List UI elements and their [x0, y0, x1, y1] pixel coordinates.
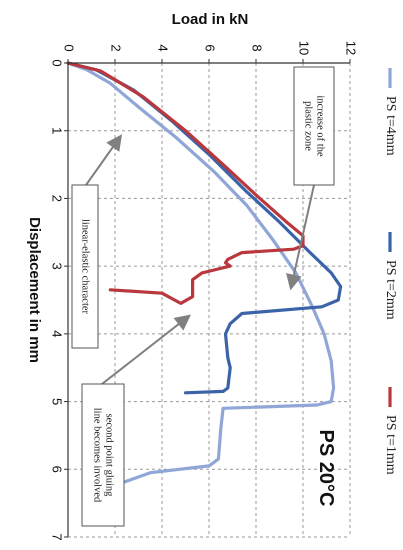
chart-title: PS 20°C: [315, 430, 337, 507]
y-tick-label: 0: [50, 59, 65, 66]
annotation-text-1: increase of the: [315, 95, 326, 157]
y-tick-label: 3: [50, 263, 65, 270]
annotation-text-3: second point gluing: [104, 414, 115, 498]
series-line-3: [66, 61, 305, 305]
annotation-arrow-2: [85, 134, 123, 186]
annotation-text-2: linear-elastic character: [80, 219, 91, 315]
y-tick-label: 7: [50, 533, 65, 540]
y-tick-label: 4: [50, 330, 65, 337]
annotation-text-1: plastic zone: [303, 101, 314, 151]
x-tick-label: 8: [250, 44, 265, 51]
x-tick-label: 6: [203, 44, 218, 51]
legend-label-2: PS t=2mm: [383, 260, 398, 320]
annotation-arrow-3: [101, 314, 192, 385]
y-axis-title: Displacement in mm: [26, 217, 43, 363]
annotation-text-3: line becomes involved: [92, 408, 103, 503]
series-layer: [66, 61, 343, 485]
x-tick-label: 4: [156, 44, 171, 51]
annotation-box-2: [71, 184, 99, 349]
x-tick-label: 0: [62, 44, 77, 51]
legend: PS t=4mm PS t=2mm PS t=1mm: [383, 68, 398, 475]
x-axis-title: Load in kN: [172, 11, 249, 28]
series-line-1: [66, 61, 336, 485]
x-tick-label: 2: [109, 44, 124, 51]
x-tick-label: 12: [344, 41, 359, 55]
y-tick-label: 6: [50, 466, 65, 473]
legend-label-3: PS t=1mm: [383, 415, 398, 475]
y-tick-label: 5: [50, 398, 65, 405]
legend-label-1: PS t=4mm: [383, 96, 398, 156]
annotation-box-1: [293, 66, 335, 186]
y-tick-label: 1: [50, 127, 65, 134]
annotation-box-3: [81, 383, 125, 527]
annotation-arrow-1: [286, 184, 315, 291]
x-tick-label: 10: [297, 41, 312, 55]
y-tick-label: 2: [50, 195, 65, 202]
